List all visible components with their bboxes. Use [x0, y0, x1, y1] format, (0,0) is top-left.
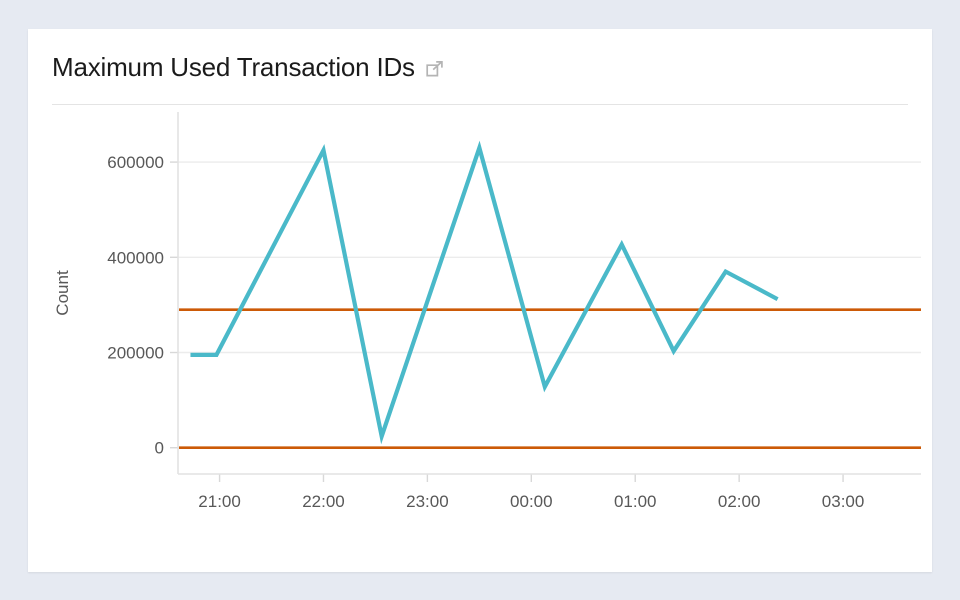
data-series-line — [190, 140, 779, 445]
y-tick-label: 600000 — [107, 153, 164, 172]
line-chart: 0 200000 400000 600000 21:00 22:00 23:00 00:00 0… — [53, 112, 921, 511]
chart-plot-area: 0 200000 400000 600000 21:00 22:00 23:00 00:00 0… — [28, 104, 932, 572]
x-tick-label: 03:00 — [822, 492, 865, 511]
chart-card: Maximum Used Transaction IDs 0 200000 4000… — [28, 29, 932, 572]
title-row: Maximum Used Transaction IDs — [52, 52, 445, 83]
page-title: Maximum Used Transaction IDs — [52, 52, 415, 82]
x-tick-label: 00:00 — [510, 492, 553, 511]
y-tick-label: 400000 — [107, 248, 164, 267]
card-header: Maximum Used Transaction IDs — [28, 29, 932, 105]
x-tick-label: 01:00 — [614, 492, 657, 511]
header-divider — [52, 104, 908, 105]
y-axis-title: Count — [53, 270, 72, 316]
x-tick-label: 02:00 — [718, 492, 761, 511]
x-tick-label: 21:00 — [198, 492, 241, 511]
x-tick-label: 23:00 — [406, 492, 449, 511]
y-tick-label: 0 — [155, 439, 164, 458]
y-tick-label: 200000 — [107, 344, 164, 363]
x-tick-label: 22:00 — [302, 492, 345, 511]
external-link-icon[interactable] — [425, 60, 445, 80]
